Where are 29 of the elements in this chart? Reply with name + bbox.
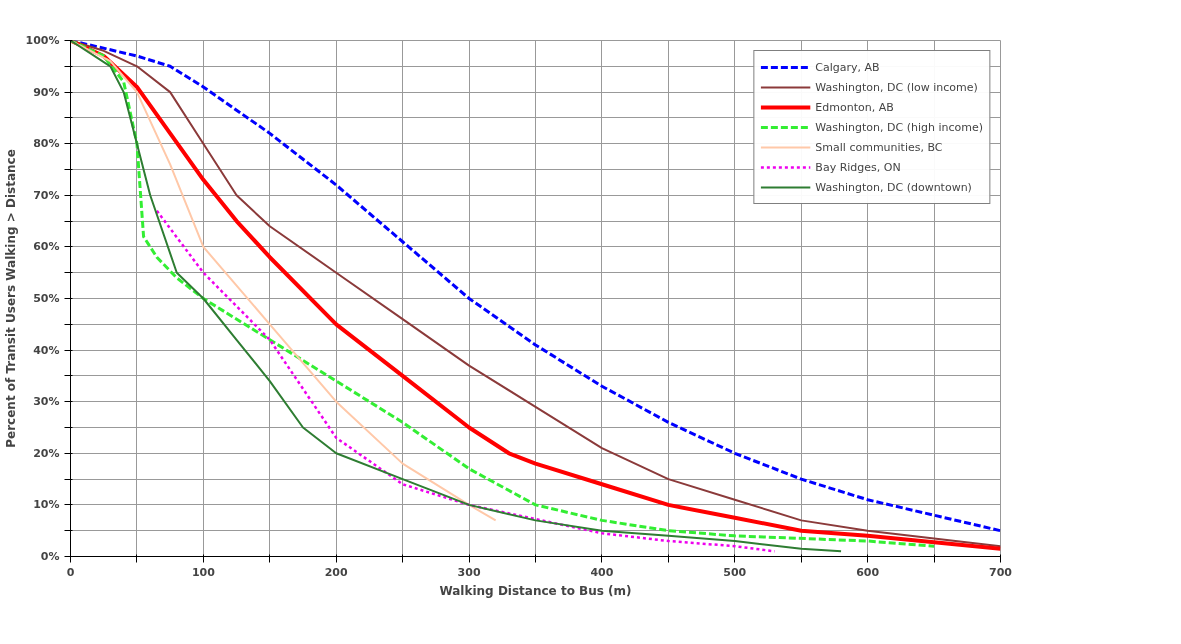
x-tick-label: 300 [457,565,481,579]
y-tick-label: 60% [33,240,60,254]
legend-label: Bay Ridges, ON [815,160,901,174]
x-tick-label: 400 [590,565,614,579]
x-tick-label: 100 [191,565,216,579]
x-tick-label: 200 [324,565,349,579]
x-tick-label: 600 [856,565,880,579]
x-tick-label: 500 [723,565,747,579]
y-tick-label: 70% [33,188,60,202]
y-tick-label: 40% [33,343,60,357]
legend-label: Washington, DC (high income) [815,120,983,134]
y-tick-label: 90% [33,85,60,99]
y-tick-label: 100% [25,34,60,47]
legend-label: Calgary, AB [815,60,880,74]
x-tick-label: 0 [66,565,75,579]
y-tick-label: 30% [33,395,60,409]
x-tick-label: 700 [989,565,1013,579]
y-tick-label: 10% [33,498,60,512]
y-tick-label: 80% [33,137,60,151]
y-tick-label: 50% [33,292,60,305]
y-tick-label: 20% [33,446,60,460]
y-axis-title: Percent of Transit Users Walking > Distance [3,149,18,448]
line-series [155,209,776,553]
legend-label: Edmonton, AB [815,100,894,114]
legend-label: Washington, DC (downtown) [815,180,972,194]
x-axis-title: Walking Distance to Bus (m) [439,583,632,598]
y-tick-label: 0% [40,550,60,563]
legend-label: Washington, DC (low income) [815,80,978,94]
legend-label: Small communities, BC [815,140,943,154]
